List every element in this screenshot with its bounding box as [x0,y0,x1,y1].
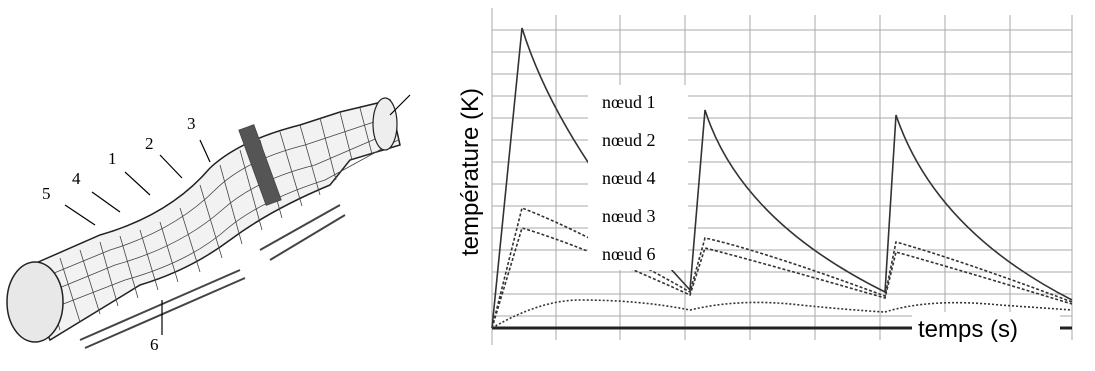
mesh-label: 2 [145,134,154,153]
curve-labels: nœud 1 nœud 2 nœud 4 nœud 3 nœud 6 [588,85,688,270]
y-axis-label: température (K) [457,88,484,256]
figure: 5 4 1 2 3 6 nœud 1 nœud 2 nœud 4 nœud 3 … [0,0,1095,371]
mesh-label: 3 [187,114,196,133]
curve-label: nœud 1 [602,92,656,112]
curve-label: nœud 3 [602,206,656,226]
curve-label: nœud 6 [602,244,656,264]
mesh-label: 1 [108,149,117,168]
mesh-label: 5 [42,184,51,203]
x-axis-label: temps (s) [918,316,1018,343]
plot-grid [492,8,1072,345]
mesh-label: 4 [72,169,81,188]
mesh-label: 6 [150,335,159,354]
plot-curves [492,28,1072,328]
curve-label: nœud 2 [602,130,656,150]
curve-label: nœud 4 [602,168,656,188]
shaft-mesh [7,95,410,348]
